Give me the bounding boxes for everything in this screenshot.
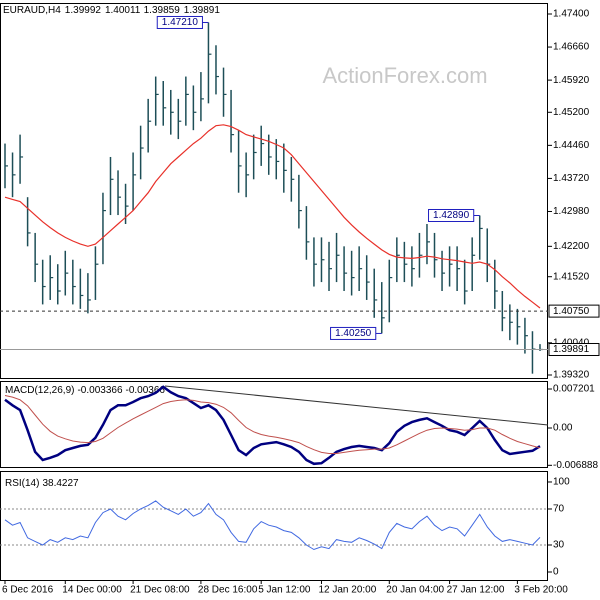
y-tick-label: 1.42200 (553, 241, 590, 252)
y-tick-label: 0.00 (553, 423, 573, 434)
annotation-label: 1.47210 (162, 17, 199, 28)
x-tick-label: 3 Feb 20:00 (514, 585, 568, 596)
y-tick-label: 1.45200 (553, 107, 590, 118)
y-tick-label: 1.45920 (553, 75, 590, 86)
y-tick-label: 1.41520 (553, 271, 590, 282)
y-tick-label: 100 (553, 477, 570, 488)
y-tick-label: 0 (553, 567, 559, 578)
y-tick-label: 1.39320 (553, 370, 590, 381)
macd-readout: -0.003366 (77, 385, 122, 396)
y-tick-label: 1.40040 (553, 337, 590, 348)
y-tick-label: 1.43720 (553, 173, 590, 184)
price-header: EURAUD,H4 1.39992 1.40011 1.39859 1.39891 (3, 5, 220, 16)
y-tick-label: 1.46660 (553, 42, 590, 53)
low: 1.39859 (144, 5, 181, 16)
panel-frame (0, 3, 548, 379)
annotation-label: 1.42890 (433, 210, 470, 221)
watermark: ActionForex.com (322, 63, 487, 88)
panel-frame (0, 471, 548, 581)
annotation-box (156, 15, 203, 29)
current-price-box (548, 342, 600, 356)
signal-readout: -0.00366 (126, 385, 166, 396)
y-tick-label: 70 (553, 504, 565, 515)
y-tick-label: 1.47400 (553, 9, 590, 20)
y-tick-label: 30 (553, 540, 565, 551)
y-tick-label: 1.42980 (553, 206, 590, 217)
rsi-readout: 38.4227 (42, 478, 79, 489)
indicator-line (4, 385, 541, 466)
symbol: EURAUD,H4 (3, 5, 61, 16)
x-tick-label: 27 Jan 12:00 (447, 585, 505, 596)
indicator-line (4, 395, 541, 454)
annotation-box (428, 208, 475, 222)
x-tick-label: 14 Dec 00:00 (62, 585, 122, 596)
rsi-header: RSI(14) 38.4227 (5, 478, 79, 489)
x-tick-label: 20 Jan 04:00 (386, 585, 444, 596)
x-tick-label: 12 Jan 20:00 (318, 585, 376, 596)
close: 1.39891 (184, 5, 221, 16)
x-tick-label: 6 Dec 2016 (2, 585, 54, 596)
current-price-label: 1.39891 (553, 344, 590, 355)
macd-header: MACD(12,26,9) -0.003366 -0.00366 (5, 385, 165, 396)
level-label-box (548, 304, 600, 318)
high: 1.40011 (105, 5, 141, 16)
trendline (164, 385, 549, 426)
indicator-line (4, 500, 541, 551)
open: 1.39992 (65, 5, 102, 16)
y-tick-label: 1.44460 (553, 140, 590, 151)
x-tick-label: 28 Dec 16:00 (198, 585, 258, 596)
y-tick-label: 0.007201 (553, 384, 595, 395)
rsi-title: RSI(14) (5, 478, 39, 489)
level-label: 1.40750 (553, 306, 590, 317)
y-tick-label: -0.006888 (553, 460, 598, 471)
annotation-label: 1.40250 (335, 328, 372, 339)
macd-title: MACD(12,26,9) (5, 385, 74, 396)
x-tick-label: 5 Jan 12:00 (258, 585, 311, 596)
annotation-box (330, 326, 377, 340)
moving-average (4, 124, 541, 309)
x-tick-label: 21 Dec 08:00 (130, 585, 190, 596)
